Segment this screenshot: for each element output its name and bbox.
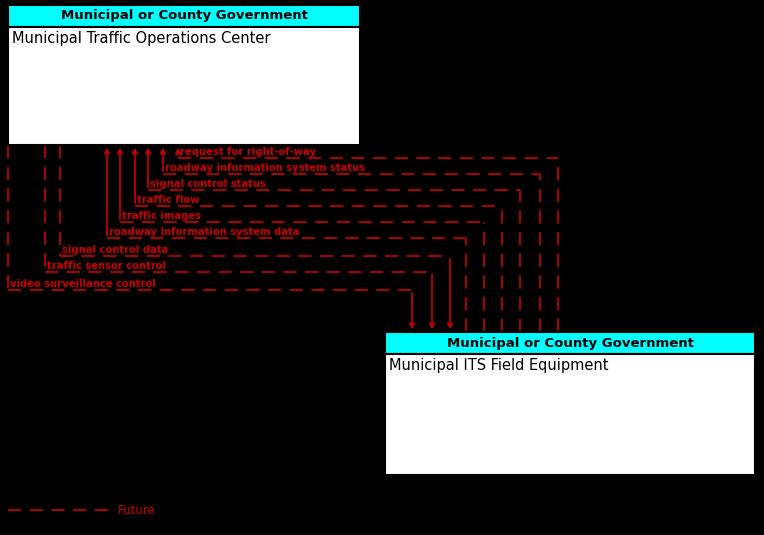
Text: signal control data: signal control data <box>62 245 168 255</box>
Text: video surveillance control: video surveillance control <box>10 279 156 289</box>
Bar <box>385 332 755 354</box>
Text: traffic images: traffic images <box>122 211 201 221</box>
Text: Municipal or County Government: Municipal or County Government <box>447 337 694 349</box>
Bar <box>8 5 360 27</box>
Text: traffic sensor control: traffic sensor control <box>47 261 166 271</box>
Bar <box>385 354 755 475</box>
Text: Municipal Traffic Operations Center: Municipal Traffic Operations Center <box>12 31 270 46</box>
Text: request for right-of-way: request for right-of-way <box>180 147 316 157</box>
Text: roadway information system status: roadway information system status <box>165 163 365 173</box>
Text: Future: Future <box>118 503 156 516</box>
Text: roadway information system data: roadway information system data <box>109 227 299 237</box>
Text: signal control status: signal control status <box>150 179 266 189</box>
Text: traffic flow: traffic flow <box>137 195 199 205</box>
Bar <box>8 27 360 145</box>
Text: Municipal ITS Field Equipment: Municipal ITS Field Equipment <box>389 358 608 373</box>
Text: Municipal or County Government: Municipal or County Government <box>60 10 307 22</box>
